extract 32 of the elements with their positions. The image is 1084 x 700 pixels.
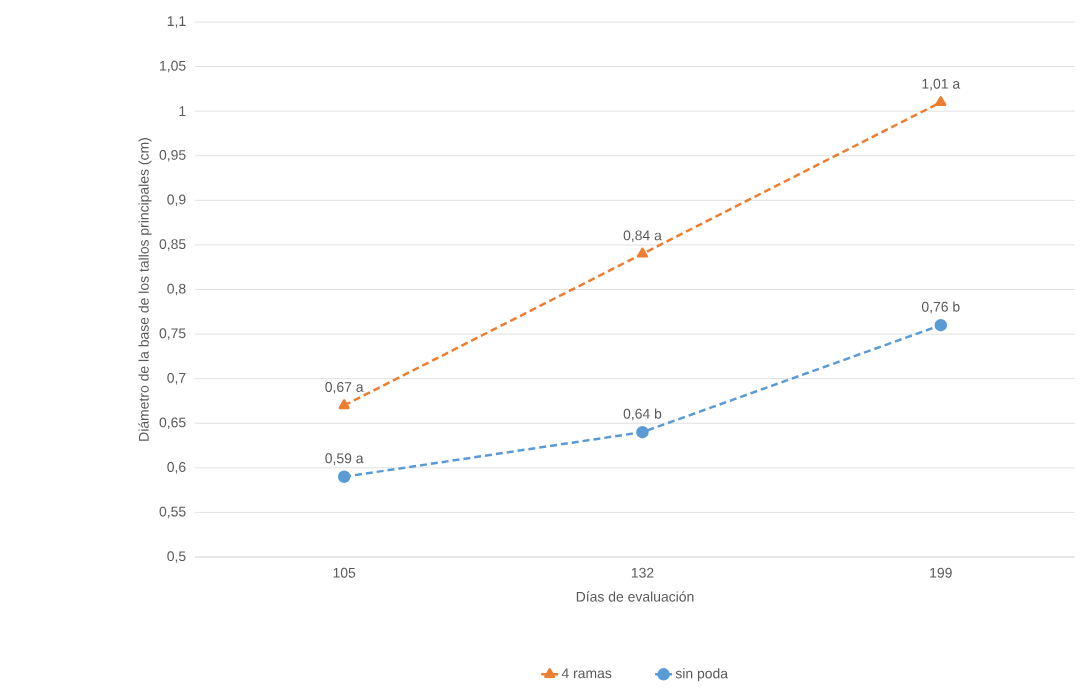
- y-tick-label: 0,8: [167, 283, 186, 296]
- y-tick-label: 1,1: [167, 16, 186, 28]
- x-axis-title: Días de evaluación: [576, 591, 694, 602]
- point: [934, 318, 948, 332]
- y-tick-label: 0,55: [159, 506, 186, 519]
- point: [935, 96, 947, 106]
- x-tick-label: 132: [631, 567, 654, 578]
- data-label: 0,84 a: [623, 230, 662, 242]
- y-tick-label: 1,05: [160, 60, 186, 73]
- data-label: 0,59 a: [325, 453, 364, 465]
- point: [338, 399, 350, 410]
- data-label: 1,01 a: [922, 78, 961, 91]
- point: [636, 425, 649, 439]
- legend-label: sin poda: [675, 668, 729, 682]
- x-tick-label: 199: [930, 567, 952, 578]
- y-tick-label: 0,7: [167, 372, 186, 385]
- y-tick-label: 0,85: [159, 239, 186, 251]
- data-label: 0,76 b: [921, 301, 960, 314]
- y-tick-label: 0,6: [167, 462, 186, 474]
- y-axis-title: Diámetro de la base de los tallos principales (cm): [138, 138, 152, 441]
- y-tick-label: 0,95: [159, 149, 186, 162]
- data-label: 0,67 a: [325, 382, 364, 394]
- point: [636, 247, 649, 258]
- x-tick-label: 105: [333, 567, 356, 578]
- y-tick-label: 0,9: [167, 194, 186, 207]
- y-tick-label: 0,5: [167, 551, 186, 563]
- data-label: 0,64 b: [623, 408, 662, 421]
- legend-label: 4 ramas: [561, 668, 612, 679]
- y-tick-label: 1: [179, 106, 186, 116]
- point: [337, 470, 351, 483]
- y-tick-label: 0,65: [159, 417, 186, 430]
- y-tick-label: 0,75: [159, 328, 186, 340]
